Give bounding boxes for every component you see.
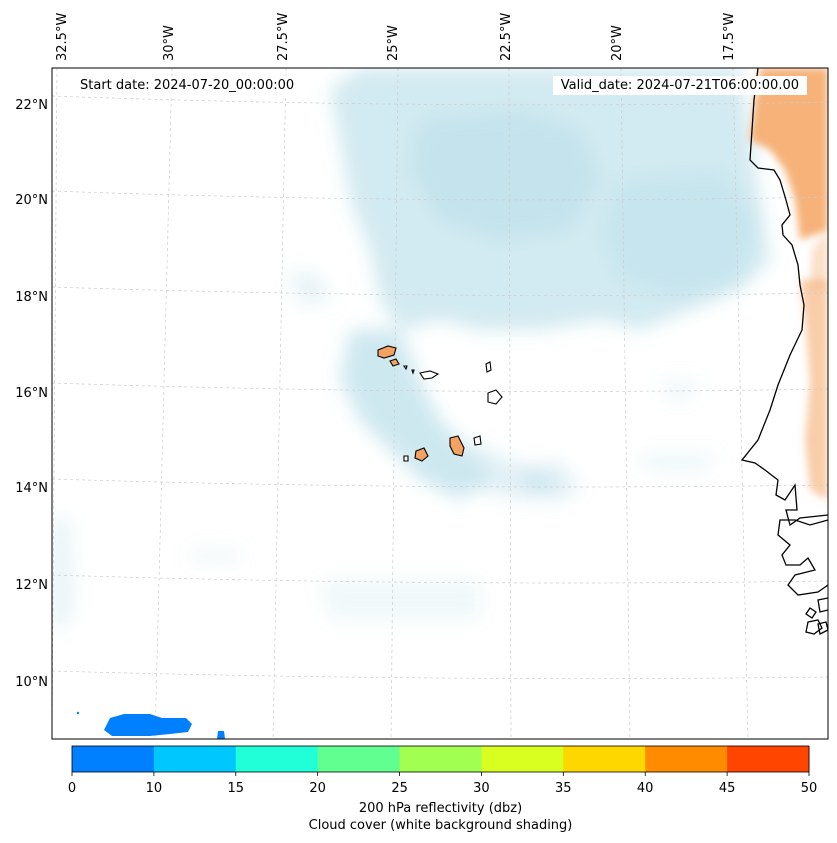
- island: [403, 455, 409, 462]
- longitude-label: 17.5°W: [722, 12, 737, 61]
- map-frame: [51, 67, 829, 740]
- colorbar-bin: [235, 746, 319, 772]
- reflectivity-echo: [104, 714, 192, 736]
- island: [473, 435, 482, 446]
- land-shading: [750, 68, 828, 500]
- colorbar-bin: [481, 746, 564, 772]
- island: [449, 435, 465, 457]
- colorbar-tick-label: 15: [227, 781, 245, 796]
- colorbar-label: 200 hPa reflectivity (dbz): [358, 801, 523, 816]
- colorbar-bin: [645, 746, 728, 772]
- colorbar-bin: [399, 746, 482, 772]
- colorbar-bin: [563, 746, 646, 772]
- island: [487, 389, 503, 405]
- island: [411, 369, 415, 375]
- cloud-cover-shading: [52, 68, 770, 630]
- island: [377, 345, 397, 359]
- longitude-label: 30°W: [162, 25, 177, 61]
- colorbar-tick-label: 10: [145, 781, 163, 796]
- colorbar-frame: [71, 745, 810, 773]
- colorbar-tick-label: 20: [309, 781, 326, 796]
- colorbar-tick-label: 50: [800, 781, 818, 796]
- latitude-label: 16°N: [15, 386, 48, 401]
- longitude-label: 20°W: [610, 25, 625, 61]
- reflectivity-echo: [217, 731, 225, 739]
- colorbar-tick-label: 40: [636, 781, 654, 796]
- longitude-label: 27.5°W: [276, 12, 291, 61]
- island: [389, 358, 400, 367]
- coastline: [740, 68, 828, 635]
- longitude-label: 32.5°W: [55, 12, 70, 61]
- colorbar-tick-label: 25: [391, 781, 408, 796]
- latitude-label: 14°N: [15, 481, 48, 496]
- latitude-label: 10°N: [15, 675, 48, 690]
- latitude-label: 20°N: [15, 193, 48, 208]
- colorbar-tick-label: 30: [473, 781, 490, 796]
- colorbar-bin: [727, 746, 810, 772]
- island: [402, 365, 408, 371]
- cape-verde-islands: [377, 345, 503, 462]
- colorbar-sublabel: Cloud cover (white background shading): [308, 818, 573, 833]
- colorbar-bin: [72, 746, 155, 772]
- start-date-label: Start date: 2024-07-20_00:00:00: [74, 76, 301, 95]
- longitude-label: 25°W: [386, 25, 401, 61]
- colorbar-bin: [317, 746, 401, 772]
- island: [414, 447, 429, 462]
- map-area: [52, 68, 828, 739]
- colorbar-tick-label: 0: [67, 781, 77, 796]
- latitude-label: 22°N: [15, 98, 48, 113]
- latitude-label: 18°N: [15, 290, 48, 305]
- colorbar-tick-label: 45: [718, 781, 736, 796]
- longitude-label: 22.5°W: [499, 12, 514, 61]
- valid-date-label: Valid_date: 2024-07-21T06:00:00.00: [552, 76, 807, 95]
- graticule: [52, 68, 828, 739]
- colorbar-tick-label: 35: [555, 781, 572, 796]
- colorbar-tick-marks: [71, 772, 810, 776]
- latitude-label: 12°N: [15, 578, 48, 593]
- island: [419, 370, 440, 380]
- colorbar-bin: [153, 746, 237, 772]
- island: [485, 361, 492, 373]
- colorbar: [72, 746, 810, 772]
- reflectivity-echoes: [76, 711, 225, 739]
- reflectivity-echo: [76, 711, 80, 715]
